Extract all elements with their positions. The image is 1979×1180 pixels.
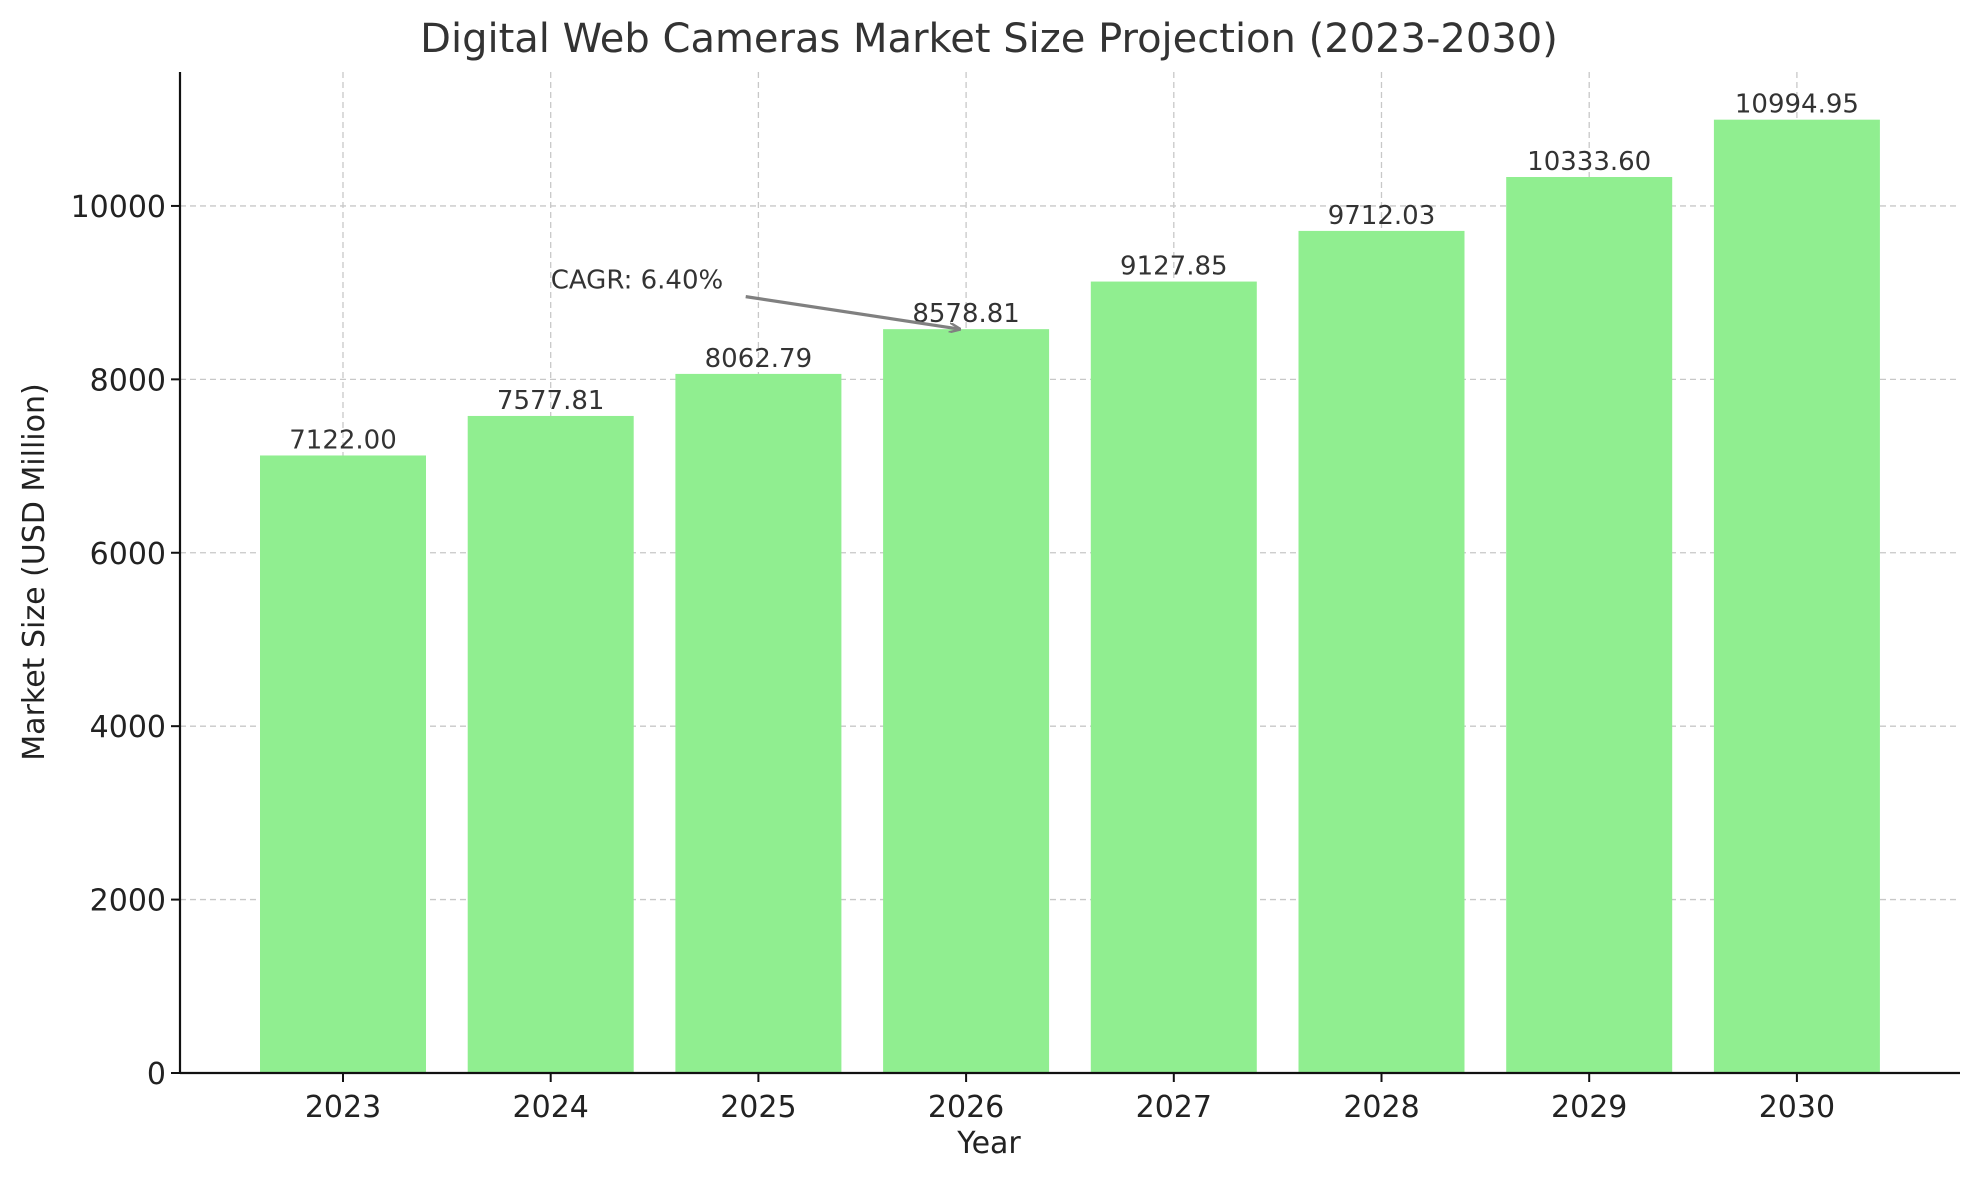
bar-2028 (1298, 230, 1465, 1074)
y-tick-label: 2000 (90, 884, 166, 919)
bar-2027 (1090, 281, 1257, 1073)
data-label-2028: 9712.03 (1328, 201, 1436, 231)
y-tick-label: 0 (147, 1057, 166, 1092)
bar-2029 (1506, 177, 1673, 1073)
x-tick-label: 2025 (720, 1090, 796, 1125)
y-tick-label: 6000 (90, 537, 166, 572)
bar-2025 (675, 373, 842, 1074)
y-tick-label: 4000 (90, 710, 166, 745)
data-label-2029: 10333.60 (1527, 147, 1651, 177)
grid-layer (180, 72, 1960, 1073)
data-labels-layer: 7122.007577.818062.798578.819127.859712.… (289, 90, 1859, 456)
data-label-2030: 10994.95 (1735, 90, 1859, 120)
y-tick-label: 10000 (71, 190, 166, 225)
data-label-2024: 7577.81 (497, 386, 605, 416)
x-tick-label: 2024 (513, 1090, 589, 1125)
cagr-arrow (745, 295, 960, 330)
x-tick-label: 2028 (1343, 1090, 1419, 1125)
bar-2026 (883, 329, 1050, 1073)
x-axis-label: Year (956, 1126, 1021, 1161)
bar-2030 (1713, 119, 1880, 1073)
y-tick-label: 8000 (90, 363, 166, 398)
x-tick-label: 2030 (1759, 1090, 1835, 1125)
axes-layer: 0 2000 4000 6000 8000 10000 2023 2024 2025 2026 20… (71, 72, 1960, 1125)
chart-title: Digital Web Cameras Market Size Projecti… (420, 16, 1558, 62)
bar-2024 (467, 415, 634, 1073)
annotation-layer: CAGR: 6.40% (551, 266, 960, 330)
x-tick-label: 2029 (1551, 1090, 1627, 1125)
bar-2023 (260, 455, 426, 1073)
bars-layer (260, 119, 1880, 1074)
x-tick-label: 2026 (928, 1090, 1004, 1125)
y-axis-label: Market Size (USD Million) (17, 383, 52, 760)
data-label-2023: 7122.00 (289, 425, 397, 455)
cagr-annotation: CAGR: 6.40% (551, 266, 724, 296)
data-label-2027: 9127.85 (1120, 252, 1228, 282)
x-tick-label: 2027 (1136, 1090, 1212, 1125)
x-tick-label: 2023 (305, 1090, 381, 1125)
data-label-2025: 8062.79 (705, 344, 813, 374)
